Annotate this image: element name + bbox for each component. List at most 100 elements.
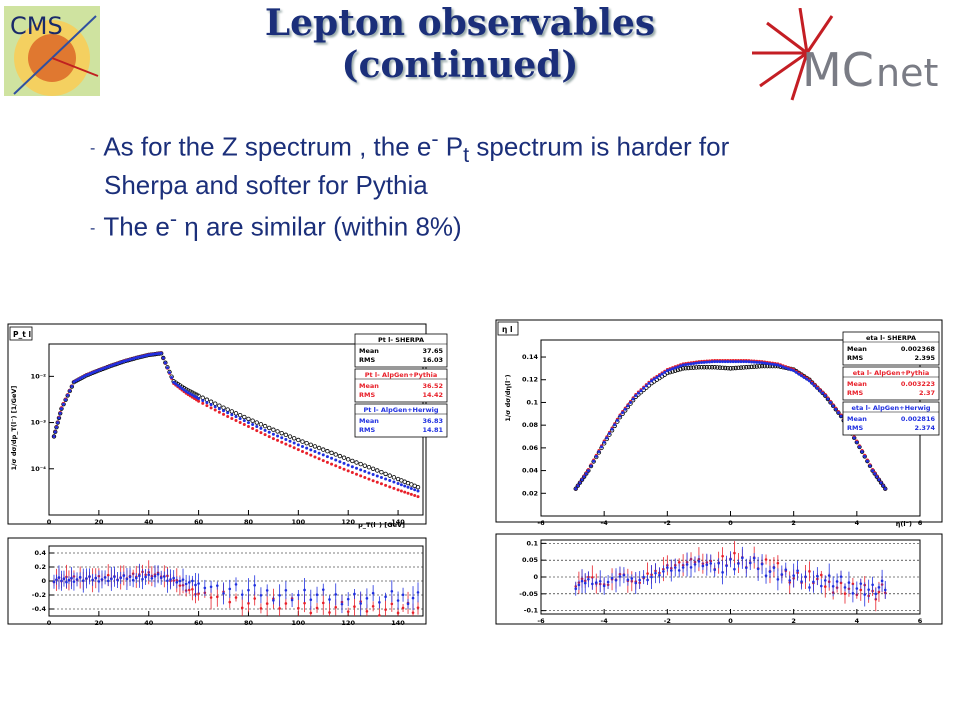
data-point	[52, 580, 56, 584]
data-point	[768, 570, 772, 573]
x-tick-label: -6	[537, 519, 545, 527]
data-point	[701, 564, 705, 568]
data-point	[749, 364, 754, 370]
stat-box	[842, 366, 940, 401]
data-point	[350, 471, 354, 475]
data-point	[827, 574, 831, 577]
data-point	[760, 361, 764, 365]
slide-title-line1: Lepton observables	[264, 2, 656, 44]
data-point	[178, 385, 182, 389]
mcnet-text-mc: MC	[802, 43, 874, 97]
data-point	[355, 466, 359, 470]
data-point	[66, 393, 70, 397]
mcnet-text-net: net	[876, 51, 938, 95]
y-tick-label: 10⁻³	[31, 419, 46, 427]
data-point	[582, 475, 586, 479]
data-point	[313, 450, 317, 454]
data-point	[238, 417, 242, 421]
data-point	[181, 578, 185, 581]
data-point	[304, 440, 309, 446]
data-point	[416, 495, 420, 499]
data-point	[100, 578, 104, 581]
cms-logo: CMS	[4, 6, 100, 96]
data-point	[226, 414, 230, 418]
data-point	[600, 445, 604, 449]
data-point	[379, 482, 383, 486]
data-point	[350, 465, 354, 469]
x-tick-label: 4	[855, 519, 860, 527]
data-point	[413, 488, 417, 492]
data-point	[592, 459, 596, 463]
data-point	[764, 574, 768, 577]
data-point	[721, 554, 724, 558]
data-point	[262, 423, 268, 429]
data-point	[242, 414, 247, 420]
data-point	[321, 447, 326, 452]
data-point	[279, 430, 284, 436]
x-tick-label: 120	[341, 619, 355, 627]
data-point	[288, 444, 292, 448]
y-tick-label: 0.1	[526, 398, 538, 406]
data-point	[406, 602, 410, 606]
data-point	[401, 606, 405, 610]
data-point	[292, 441, 296, 445]
data-point	[760, 562, 764, 566]
data-point	[106, 579, 110, 583]
data-point	[205, 404, 209, 408]
data-point	[781, 365, 785, 369]
data-point	[831, 585, 835, 588]
data-point	[688, 365, 694, 371]
data-point	[810, 381, 814, 385]
data-point	[681, 363, 685, 367]
data-point	[209, 403, 213, 407]
data-point	[835, 580, 839, 583]
data-point	[353, 605, 356, 608]
data-point	[222, 412, 226, 416]
data-point	[156, 572, 160, 576]
data-point	[240, 593, 244, 596]
data-point	[165, 366, 169, 370]
data-point	[794, 370, 798, 374]
cms-logo-track	[51, 57, 99, 77]
data-point	[406, 485, 410, 489]
x-tick-label: 0	[47, 619, 52, 627]
data-point	[713, 360, 717, 364]
y-tick-label: -0.05	[519, 590, 538, 598]
data-point	[375, 474, 379, 478]
data-point	[580, 579, 584, 583]
data-point	[138, 574, 141, 578]
data-point	[178, 579, 182, 583]
data-point	[91, 578, 94, 582]
data-point	[834, 407, 838, 411]
data-point	[226, 411, 230, 415]
data-point	[303, 588, 306, 592]
x-tick-label: 100	[292, 518, 306, 526]
data-point	[729, 557, 732, 561]
data-point	[242, 423, 246, 427]
data-point	[363, 469, 367, 473]
data-point	[650, 379, 654, 383]
cms-logo-text: CMS	[10, 12, 63, 40]
data-point	[375, 480, 379, 484]
data-point	[772, 566, 776, 569]
x-tick-label: 6	[918, 617, 923, 625]
data-point	[359, 468, 363, 472]
data-point	[246, 416, 251, 422]
x-tick-label: 20	[94, 619, 104, 627]
data-point	[53, 430, 57, 434]
data-point	[213, 408, 217, 412]
data-point	[729, 360, 732, 364]
data-point	[153, 574, 157, 578]
stat-mean-label: Mean	[359, 417, 379, 425]
data-point	[251, 423, 255, 427]
data-point	[630, 577, 634, 580]
data-point	[330, 456, 334, 460]
data-point	[284, 588, 288, 592]
stat-box-title: eta l- AlpGen+Pythia	[853, 369, 930, 377]
data-point	[771, 362, 775, 366]
data-point	[634, 394, 638, 398]
data-point	[680, 366, 686, 371]
data-point	[697, 560, 701, 563]
data-point	[415, 484, 421, 490]
x-tick-label: 140	[391, 518, 405, 526]
